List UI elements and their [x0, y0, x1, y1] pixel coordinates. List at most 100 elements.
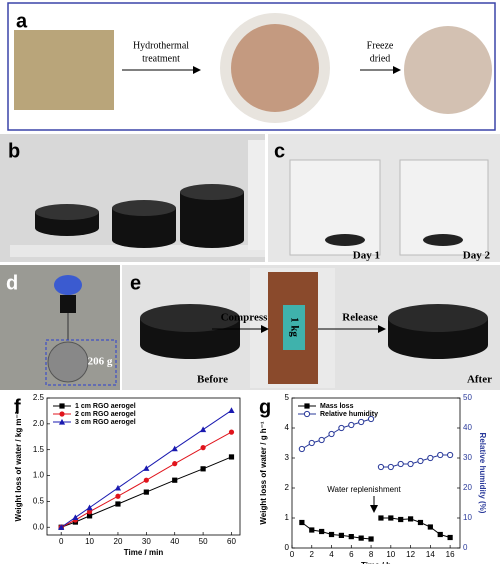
marker: [358, 418, 365, 426]
y-tick-label: 0.0: [33, 522, 45, 531]
marker: [387, 463, 394, 471]
marker: [58, 524, 65, 530]
y2-tick-label: 0: [463, 543, 468, 552]
panel-label: b: [8, 140, 20, 162]
aerogel: [388, 304, 488, 332]
annotation: Water replenishment: [327, 485, 401, 494]
marker: [318, 436, 325, 444]
legend-marker: [58, 418, 66, 425]
marker: [367, 415, 375, 423]
marker: [417, 519, 424, 526]
aerogel: [140, 304, 240, 332]
y-tick-label: 2: [285, 483, 290, 492]
y2-tick-label: 20: [463, 483, 472, 492]
marker: [200, 426, 207, 433]
marker: [86, 509, 93, 515]
legend-marker: [59, 411, 65, 417]
y2-tick-label: 30: [463, 453, 472, 462]
x-tick-label: 0: [59, 537, 64, 546]
weight-label: 1 kg: [288, 317, 300, 337]
aerogel: [325, 234, 365, 246]
photo-dried: [404, 26, 492, 114]
x-tick-label: 50: [199, 537, 208, 546]
legend-label: Mass loss: [320, 403, 354, 410]
marker: [143, 489, 149, 495]
marker: [378, 515, 384, 521]
marker: [407, 516, 414, 522]
marker: [437, 531, 443, 538]
y-tick-label: 4: [285, 423, 290, 432]
legend-label: 3 cm RGO aerogel: [75, 419, 136, 426]
step-label: Compress: [221, 312, 269, 324]
x-tick-label: 40: [170, 537, 179, 546]
y2-tick-label: 40: [463, 423, 472, 432]
x-tick-label: 6: [349, 550, 354, 559]
x-tick-label: 4: [329, 550, 334, 559]
x-tick-label: 30: [142, 537, 151, 546]
legend-marker: [59, 403, 65, 409]
marker: [348, 421, 355, 429]
x-tick-label: 10: [85, 537, 94, 546]
marker: [447, 534, 453, 541]
marker: [86, 504, 93, 511]
panel-e: 1 kg Compress Release Before After e: [122, 265, 500, 390]
y-tick-label: 1: [285, 513, 290, 522]
y-tick-label: 2.5: [33, 393, 45, 402]
y-tick-label: 0.5: [33, 497, 45, 506]
photo-gel: [231, 24, 319, 112]
legend-label: 2 cm RGO aerogel: [75, 411, 136, 418]
marker: [115, 501, 121, 507]
legend-marker: [304, 403, 310, 409]
marker: [388, 515, 394, 521]
marker: [228, 454, 235, 460]
x-tick-label: 12: [406, 550, 415, 559]
panel-label: f: [14, 396, 21, 418]
x-axis-label: Time / h: [361, 561, 391, 564]
caption: Day 1: [353, 250, 380, 262]
marker: [143, 477, 149, 483]
step-label: Hydrothermal: [133, 40, 189, 51]
marker: [338, 532, 345, 538]
series-line: [60, 431, 232, 528]
aerogel: [112, 200, 176, 216]
y-tick-label: 3: [285, 453, 290, 462]
marker: [328, 531, 335, 538]
panel-label: g: [259, 396, 271, 418]
marker: [348, 534, 354, 540]
panel-c: c Day 1 Day 2: [268, 134, 500, 262]
x-tick-label: 10: [386, 550, 395, 559]
aerogel: [60, 295, 76, 313]
marker: [427, 524, 433, 530]
panel-label: a: [16, 10, 28, 32]
legend-label: 1 cm RGO aerogel: [75, 403, 136, 410]
marker: [309, 527, 315, 533]
marker: [447, 451, 454, 459]
legend-label: Relative humidity: [320, 411, 378, 418]
marker: [308, 439, 315, 447]
x-tick-label: 16: [446, 550, 455, 559]
y2-tick-label: 50: [463, 393, 472, 402]
marker: [417, 457, 424, 465]
y2-tick-label: 10: [463, 513, 472, 522]
x-tick-label: 0: [290, 550, 295, 559]
x-tick-label: 60: [227, 537, 236, 546]
marker: [115, 493, 121, 499]
marker: [171, 445, 178, 452]
x-tick-label: 14: [426, 550, 435, 559]
marker: [200, 466, 206, 472]
plot-frame: [46, 397, 241, 536]
marker: [298, 445, 305, 453]
y-tick-label: 1.0: [33, 471, 45, 480]
marker: [358, 535, 364, 541]
series-line: [60, 409, 232, 528]
y-tick-label: 0: [285, 543, 290, 552]
step-label: Release: [342, 312, 378, 324]
x-tick-label: 20: [114, 537, 123, 546]
marker: [72, 514, 79, 521]
marker: [200, 445, 206, 451]
y-tick-label: 1.5: [33, 445, 45, 454]
caption: Day 2: [463, 250, 491, 262]
y-axis-label: Weight loss of water / g h⁻¹: [259, 421, 268, 525]
marker: [407, 460, 414, 468]
